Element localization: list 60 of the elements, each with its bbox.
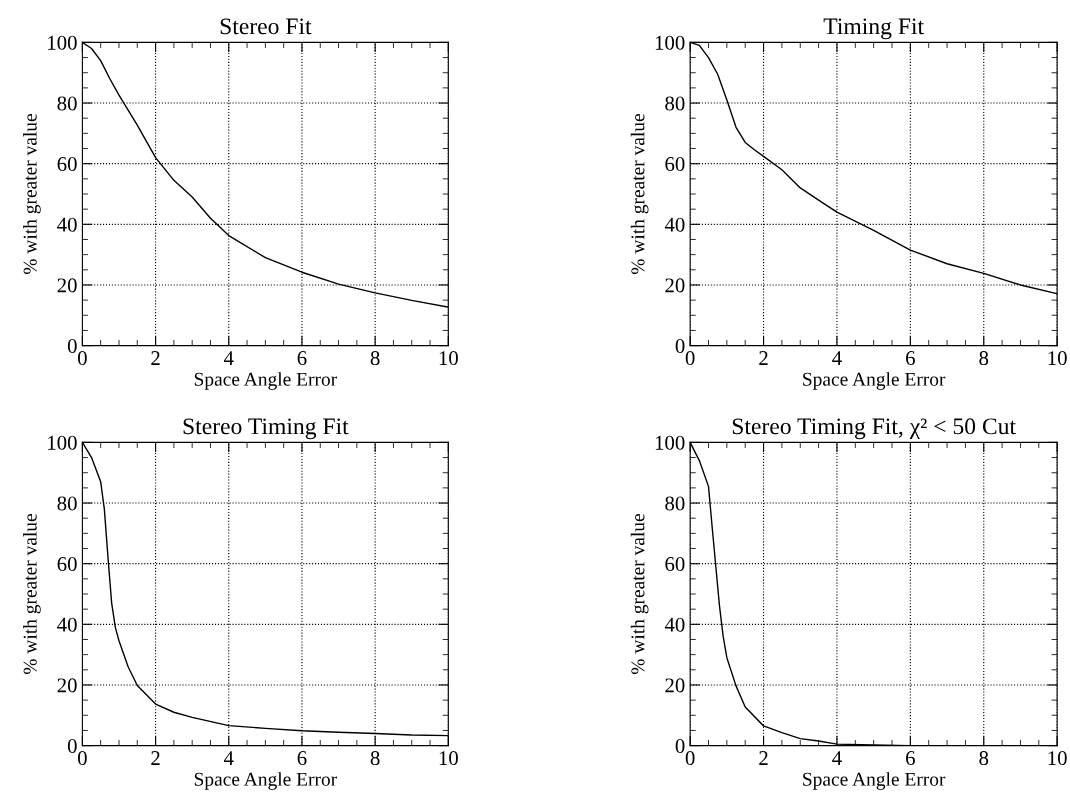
y-tick-label: 40 <box>57 617 77 632</box>
y-tick-label: 100 <box>48 35 77 50</box>
y-tick-label: 20 <box>665 278 685 293</box>
x-tick-label: 0 <box>77 351 87 366</box>
x-tick-label: 8 <box>370 351 380 366</box>
y-tick-label: 100 <box>48 435 77 450</box>
y-axis-title: % with greater value <box>23 113 41 275</box>
y-tick-label: 80 <box>665 96 685 111</box>
y-tick-label: 60 <box>57 157 77 172</box>
x-tick-label: 6 <box>906 351 915 366</box>
y-tick-label: 20 <box>57 278 77 293</box>
y-tick-label: 40 <box>664 217 685 232</box>
x-tick-label: 4 <box>832 351 842 365</box>
y-axis-title: % with greater value <box>630 113 649 275</box>
y-tick-label: 40 <box>664 617 685 632</box>
x-tick-label: 8 <box>370 751 380 766</box>
x-tick-label: 4 <box>832 751 842 765</box>
y-tick-label: 20 <box>665 678 685 693</box>
x-tick-label: 0 <box>685 351 695 366</box>
x-axis-title: Space Angle Error <box>194 372 337 390</box>
y-axis-title: % with greater value <box>23 513 41 675</box>
y-tick-label: 20 <box>57 678 77 693</box>
x-tick-label: 6 <box>297 351 307 366</box>
x-axis-title: Space Angle Error <box>803 372 946 390</box>
y-tick-label: 40 <box>57 217 77 232</box>
x-tick-label: 0 <box>685 751 695 766</box>
chart-title: Stereo Timing Fit, χ² < 50 Cut <box>732 418 1016 440</box>
x-axis-title: Space Angle Error <box>194 772 337 790</box>
y-tick-label: 0 <box>67 338 77 354</box>
x-tick-label: 2 <box>759 351 768 365</box>
y-tick-label: 80 <box>57 96 77 111</box>
x-tick-label: 2 <box>759 751 768 765</box>
y-tick-label: 80 <box>57 496 77 511</box>
y-tick-label: 80 <box>665 496 685 511</box>
y-tick-label: 100 <box>655 435 685 450</box>
x-tick-label: 2 <box>151 751 160 765</box>
x-tick-label: 6 <box>906 751 915 766</box>
x-tick-label: 8 <box>979 751 989 766</box>
y-tick-label: 0 <box>675 738 685 754</box>
y-tick-label: 100 <box>655 35 685 50</box>
x-tick-label: 10 <box>439 751 458 766</box>
y-tick-label: 60 <box>665 157 685 172</box>
y-axis-title: % with greater value <box>630 513 649 675</box>
y-tick-label: 60 <box>665 557 685 572</box>
x-tick-label: 4 <box>223 751 234 765</box>
x-tick-label: 4 <box>223 351 234 365</box>
y-tick-label: 0 <box>675 338 685 354</box>
x-tick-label: 10 <box>1048 751 1067 766</box>
y-tick-label: 60 <box>57 557 77 572</box>
chart-title: Stereo Fit <box>220 18 312 35</box>
x-tick-label: 2 <box>151 351 160 365</box>
x-tick-label: 6 <box>297 751 307 766</box>
x-tick-label: 0 <box>77 751 87 766</box>
chart-title: Stereo Timing Fit <box>183 418 349 440</box>
x-tick-label: 10 <box>439 351 458 366</box>
chart-title: Timing Fit <box>823 18 924 40</box>
x-tick-label: 8 <box>979 351 989 366</box>
x-tick-label: 10 <box>1048 351 1067 366</box>
x-axis-title: Space Angle Error <box>803 772 946 790</box>
y-tick-label: 0 <box>67 738 77 754</box>
